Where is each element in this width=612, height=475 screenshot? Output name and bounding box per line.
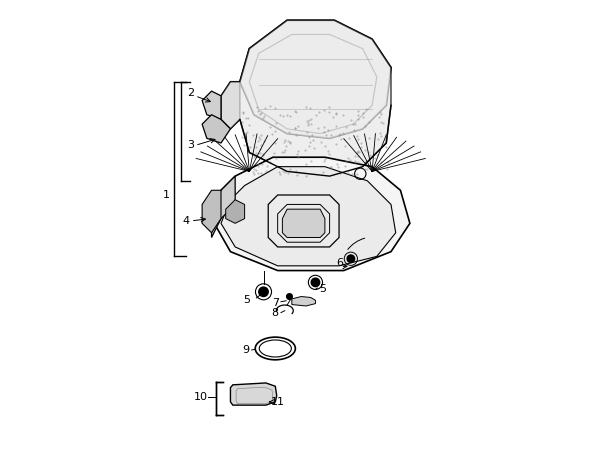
- Text: 2: 2: [187, 88, 194, 98]
- Polygon shape: [202, 190, 221, 233]
- Circle shape: [286, 294, 293, 299]
- Text: 5: 5: [319, 285, 326, 294]
- Polygon shape: [231, 383, 277, 405]
- Polygon shape: [212, 176, 235, 238]
- Text: 4: 4: [182, 216, 189, 226]
- Text: 9: 9: [242, 345, 249, 355]
- Circle shape: [259, 287, 268, 296]
- Circle shape: [347, 255, 354, 263]
- Text: 3: 3: [187, 141, 194, 151]
- Polygon shape: [212, 157, 410, 271]
- Text: 10: 10: [193, 392, 207, 402]
- Polygon shape: [202, 115, 231, 143]
- Polygon shape: [292, 296, 315, 306]
- Polygon shape: [226, 200, 245, 223]
- Polygon shape: [202, 91, 221, 119]
- Polygon shape: [282, 209, 325, 238]
- Text: 11: 11: [271, 397, 285, 407]
- Text: 1: 1: [163, 190, 170, 200]
- Polygon shape: [240, 20, 391, 138]
- Text: 6: 6: [337, 258, 343, 268]
- Text: 5: 5: [244, 295, 250, 305]
- Text: 8: 8: [272, 308, 279, 318]
- Text: 7: 7: [272, 298, 279, 308]
- Polygon shape: [221, 82, 240, 129]
- Polygon shape: [221, 20, 391, 176]
- Circle shape: [311, 278, 319, 286]
- Polygon shape: [221, 167, 396, 266]
